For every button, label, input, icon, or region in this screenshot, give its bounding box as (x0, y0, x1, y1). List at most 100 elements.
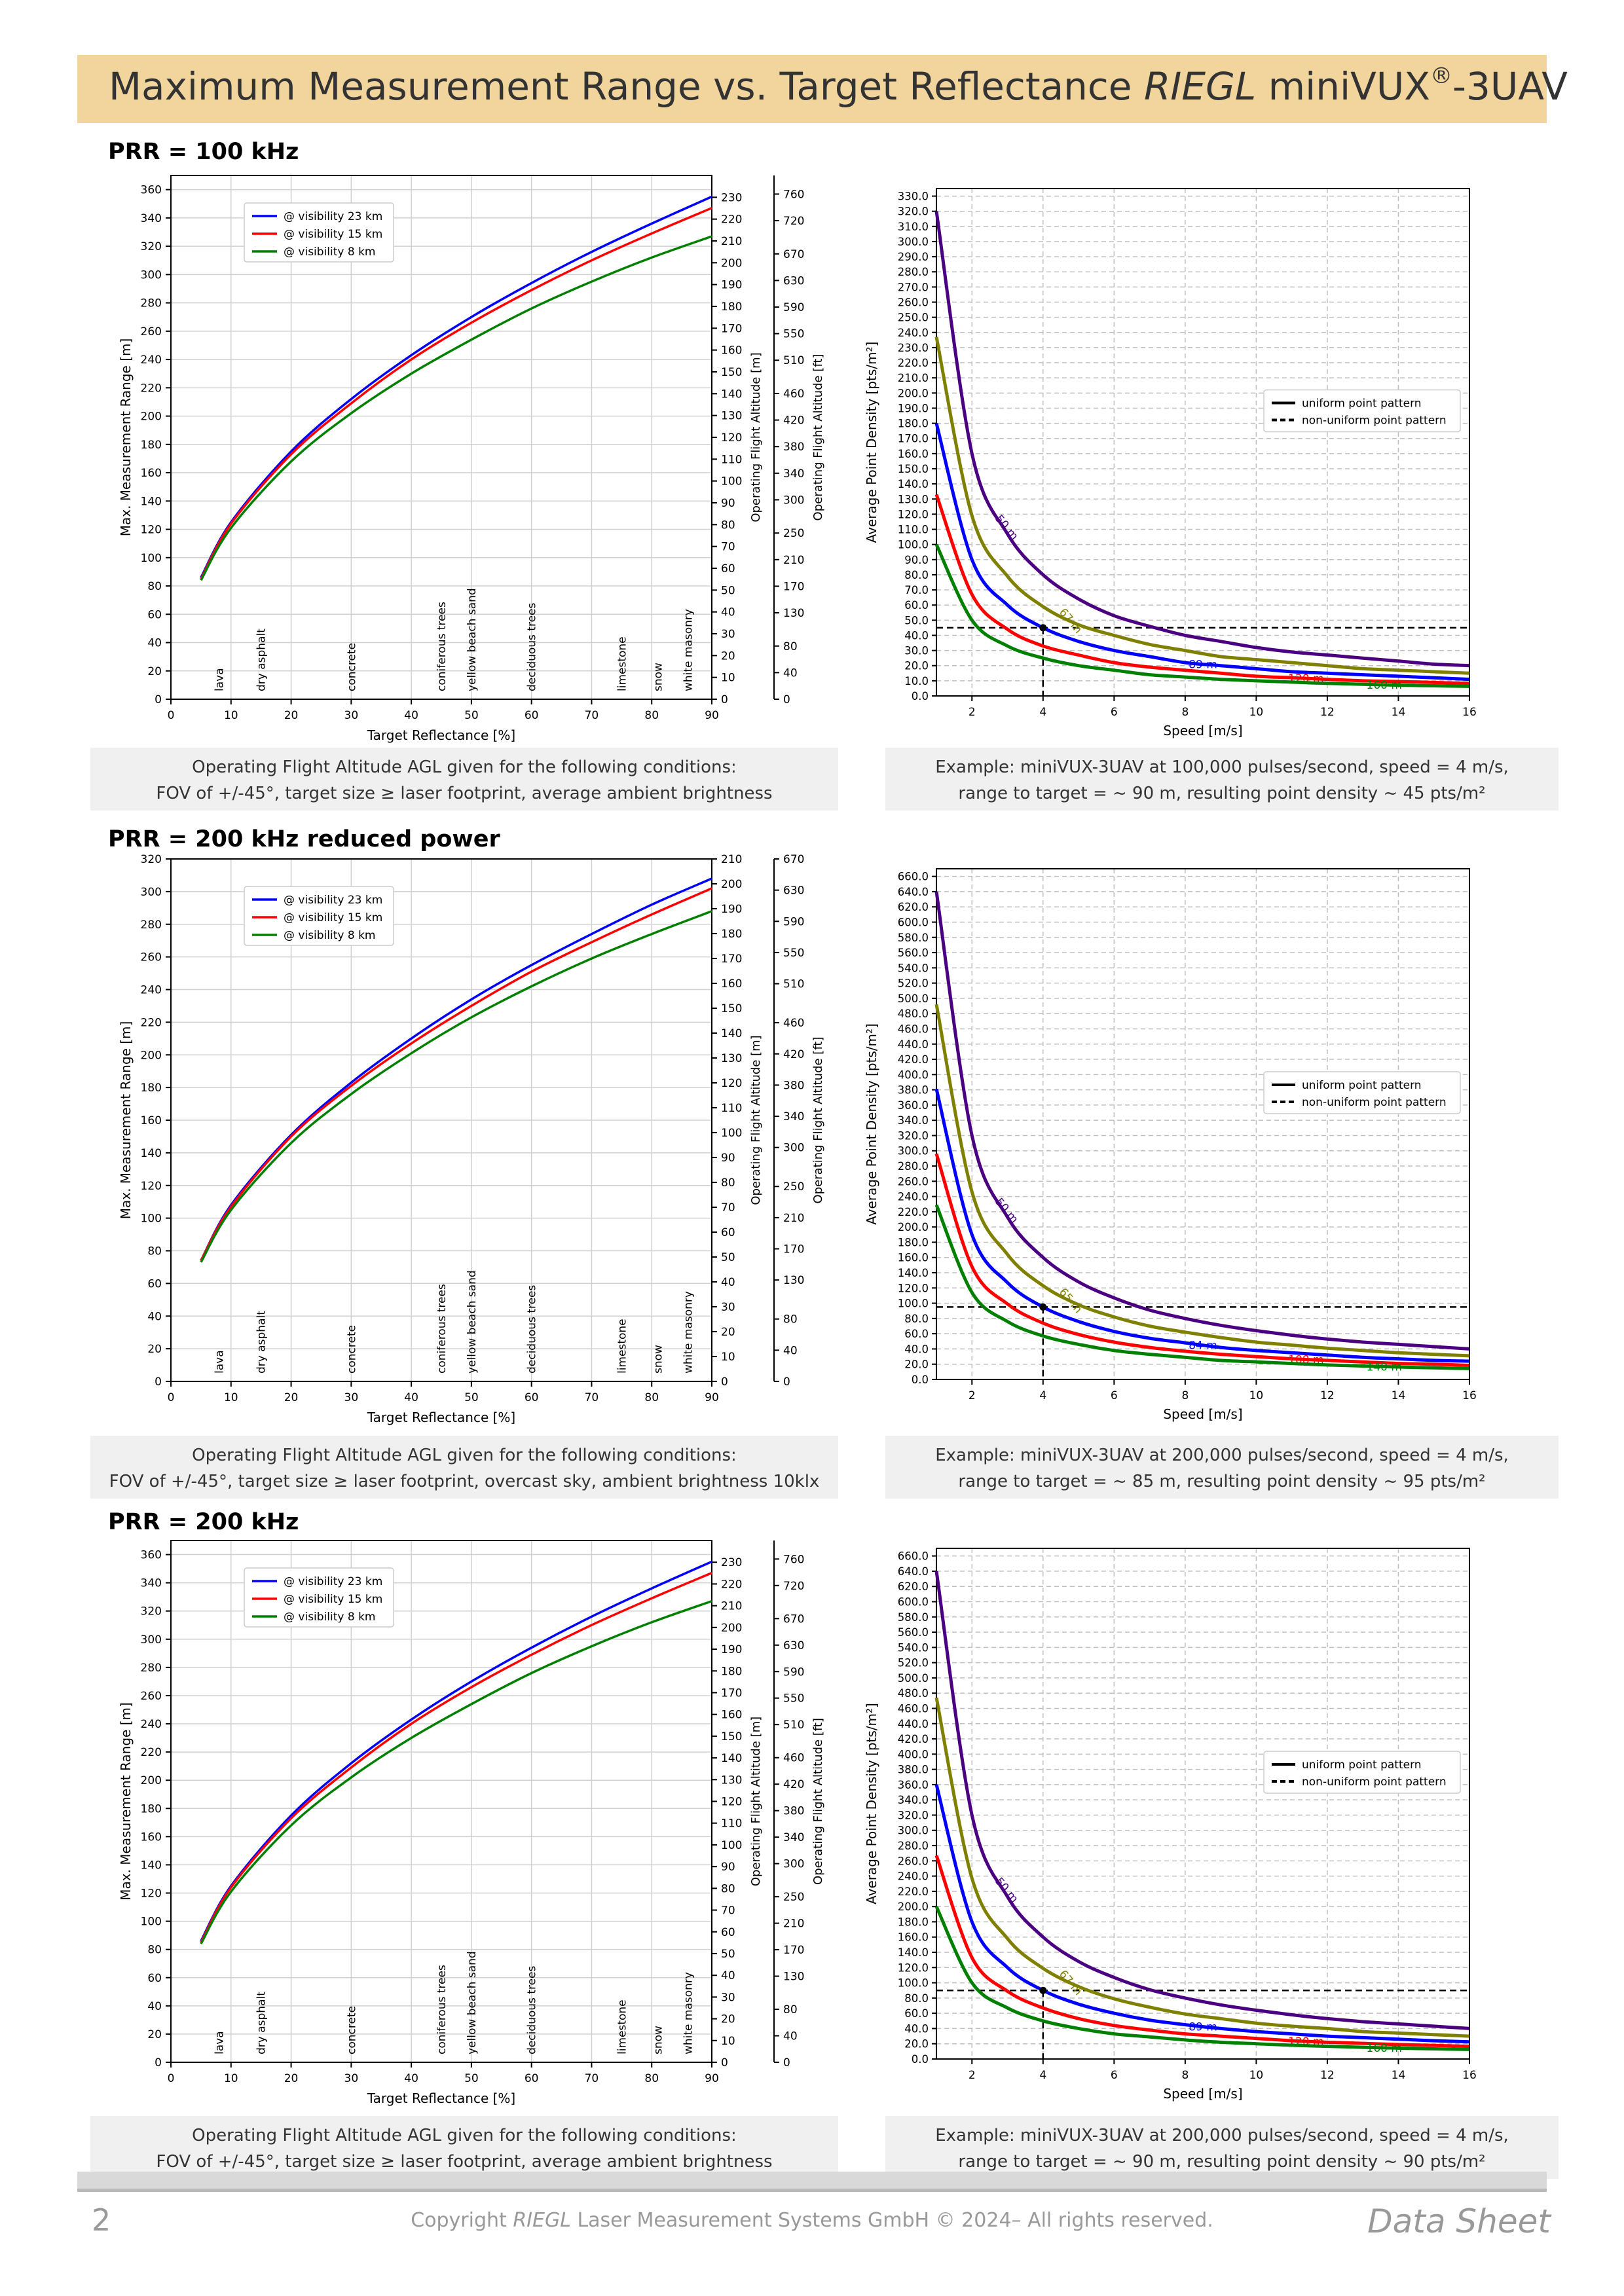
series-line (934, 337, 1470, 675)
x-axis-label: Speed [m/s] (1163, 1406, 1242, 1422)
y3-axis-label: Operating Flight Altitude [ft] (811, 1037, 825, 1204)
y3-tick-label: 420 (783, 1778, 804, 1791)
y-tick-label: 0 (155, 2056, 162, 2069)
y-tick-label: 380.0 (898, 1764, 929, 1776)
y2-tick-label: 30 (721, 1991, 735, 2004)
y2-tick-label: 50 (721, 1948, 735, 1961)
y-tick-label: 200 (141, 1049, 162, 1062)
x-tick-label: 16 (1462, 706, 1477, 719)
material-label: deciduous trees (526, 602, 539, 691)
material-label: dry asphalt (255, 629, 268, 691)
section-title-200khz-reduced: PRR = 200 kHz reduced power (108, 826, 500, 852)
y-tick-label: 660.0 (898, 871, 929, 883)
series-inline-label: 65 m (1056, 1286, 1084, 1316)
y-tick-label: 0.0 (912, 1374, 929, 1386)
series-line (934, 1906, 1470, 2051)
y-tick-label: 280.0 (898, 1840, 929, 1852)
y2-tick-label: 180 (721, 1665, 742, 1678)
y-tick-label: 260.0 (898, 1855, 929, 1867)
y-tick-label: 120 (141, 524, 162, 537)
y2-tick-label: 40 (721, 1969, 735, 1982)
series-line (200, 887, 712, 1262)
series-inline-label: 89 m (1189, 2021, 1217, 2034)
y-axis-label: Average Point Density [pts/m²] (864, 1703, 879, 1904)
y2-tick-label: 20 (721, 649, 735, 663)
y3-tick-label: 340 (783, 1110, 804, 1123)
y-tick-label: 110.0 (898, 524, 929, 536)
y3-tick-label: 630 (783, 274, 804, 287)
material-label: limestone (616, 1999, 629, 2054)
material-label: coniferous trees (435, 1965, 449, 2054)
y2-tick-label: 120 (721, 431, 742, 445)
y-tick-label: 200.0 (898, 387, 929, 399)
x-tick-label: 16 (1462, 1389, 1477, 1402)
y3-tick-label: 0 (783, 693, 790, 706)
y-tick-label: 300 (141, 1633, 162, 1647)
material-label: white masonry (682, 609, 695, 691)
legend-box (244, 886, 394, 946)
x-tick-label: 8 (1181, 706, 1189, 719)
material-label: lava (213, 2031, 226, 2054)
datasheet-label: Data Sheet (1367, 2202, 1551, 2240)
y2-tick-label: 180 (721, 301, 742, 314)
y2-tick-label: 70 (721, 1201, 735, 1214)
x-tick-label: 80 (644, 2072, 659, 2085)
y-tick-label: 60 (147, 608, 162, 621)
material-label: yellow beach sand (466, 1951, 479, 2054)
y2-tick-label: 0 (721, 1376, 728, 1389)
x-tick-label: 50 (464, 709, 479, 722)
page-number: 2 (92, 2202, 111, 2238)
legend-box (1263, 1071, 1461, 1114)
y2-tick-label: 200 (721, 1622, 742, 1635)
plot-frame (936, 188, 1470, 697)
footer-bar (77, 2172, 1547, 2189)
y2-tick-label: 170 (721, 953, 742, 966)
y-tick-label: 240.0 (898, 1191, 929, 1203)
section-title-100khz: PRR = 100 kHz (108, 139, 299, 165)
y-tick-label: 160 (141, 1114, 162, 1127)
y-tick-label: 80.0 (904, 569, 929, 581)
y-tick-label: 20 (147, 2028, 162, 2041)
y-tick-label: 80.0 (904, 1313, 929, 1325)
y-tick-label: 320 (141, 240, 162, 253)
legend-label: @ visibility 15 km (284, 911, 382, 924)
y3-tick-label: 40 (783, 2030, 798, 2043)
y-tick-label: 340.0 (898, 1114, 929, 1127)
y-tick-label: 90.0 (904, 554, 929, 566)
y-tick-label: 180.0 (898, 1236, 929, 1248)
y2-tick-label: 100 (721, 1127, 742, 1140)
y-tick-label: 10.0 (904, 675, 929, 687)
y3-tick-label: 340 (783, 1831, 804, 1844)
series-inline-label: 84 m (1189, 1339, 1217, 1353)
y2-tick-label: 210 (721, 853, 742, 866)
y-tick-label: 420.0 (898, 1053, 929, 1066)
series-inline-label: 160 m (1367, 679, 1402, 692)
y-tick-label: 620.0 (898, 901, 929, 913)
y-tick-label: 200.0 (898, 1221, 929, 1233)
y-tick-label: 620.0 (898, 1580, 929, 1593)
material-label: deciduous trees (526, 1965, 539, 2054)
y-tick-label: 440.0 (898, 1038, 929, 1051)
plot-frame (936, 868, 1470, 1380)
y3-tick-label: 670 (783, 853, 804, 866)
x-tick-label: 0 (168, 709, 175, 722)
y-tick-label: 100.0 (898, 1298, 929, 1310)
x-tick-label: 4 (1039, 706, 1046, 719)
y-tick-label: 340 (141, 1577, 162, 1590)
y2-tick-label: 160 (721, 1709, 742, 1722)
series-line (200, 195, 712, 578)
copyright: Copyright RIEGL Laser Measurement System… (411, 2209, 1213, 2232)
y-tick-label: 120.0 (898, 1282, 929, 1294)
x-tick-label: 8 (1181, 1389, 1189, 1402)
y-tick-label: 380.0 (898, 1084, 929, 1097)
y2-tick-label: 0 (721, 693, 728, 706)
y2-tick-label: 110 (721, 1817, 742, 1831)
legend-label: @ visibility 23 km (284, 210, 382, 223)
y2-axis-label: Operating Flight Altitude [m] (749, 1717, 763, 1886)
y-tick-label: 160.0 (898, 1252, 929, 1264)
y-tick-label: 0.0 (912, 690, 929, 702)
y-tick-label: 180 (141, 1082, 162, 1095)
y2-tick-label: 150 (721, 366, 742, 379)
y2-tick-label: 30 (721, 1301, 735, 1314)
y-tick-label: 80 (147, 1944, 162, 1957)
